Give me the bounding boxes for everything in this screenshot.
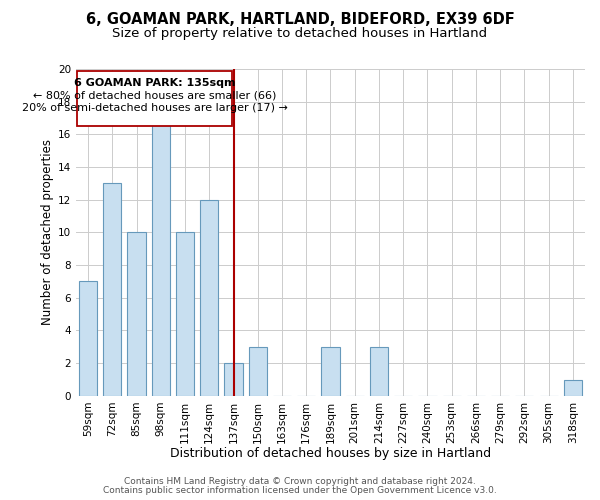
Text: 6 GOAMAN PARK: 135sqm: 6 GOAMAN PARK: 135sqm xyxy=(74,78,236,88)
Bar xyxy=(248,347,267,396)
Bar xyxy=(200,200,218,396)
Bar xyxy=(564,380,582,396)
Text: Size of property relative to detached houses in Hartland: Size of property relative to detached ho… xyxy=(112,28,488,40)
Bar xyxy=(152,118,170,396)
Text: Contains public sector information licensed under the Open Government Licence v3: Contains public sector information licen… xyxy=(103,486,497,495)
FancyBboxPatch shape xyxy=(77,72,232,126)
Text: 20% of semi-detached houses are larger (17) →: 20% of semi-detached houses are larger (… xyxy=(22,102,287,113)
Bar xyxy=(322,347,340,396)
Text: ← 80% of detached houses are smaller (66): ← 80% of detached houses are smaller (66… xyxy=(33,90,277,100)
Bar xyxy=(370,347,388,396)
Bar xyxy=(224,363,242,396)
Text: Contains HM Land Registry data © Crown copyright and database right 2024.: Contains HM Land Registry data © Crown c… xyxy=(124,477,476,486)
Bar xyxy=(127,232,146,396)
Text: 6, GOAMAN PARK, HARTLAND, BIDEFORD, EX39 6DF: 6, GOAMAN PARK, HARTLAND, BIDEFORD, EX39… xyxy=(86,12,514,28)
Bar xyxy=(176,232,194,396)
Y-axis label: Number of detached properties: Number of detached properties xyxy=(41,140,53,326)
X-axis label: Distribution of detached houses by size in Hartland: Distribution of detached houses by size … xyxy=(170,447,491,460)
Bar xyxy=(103,184,121,396)
Bar xyxy=(79,282,97,396)
